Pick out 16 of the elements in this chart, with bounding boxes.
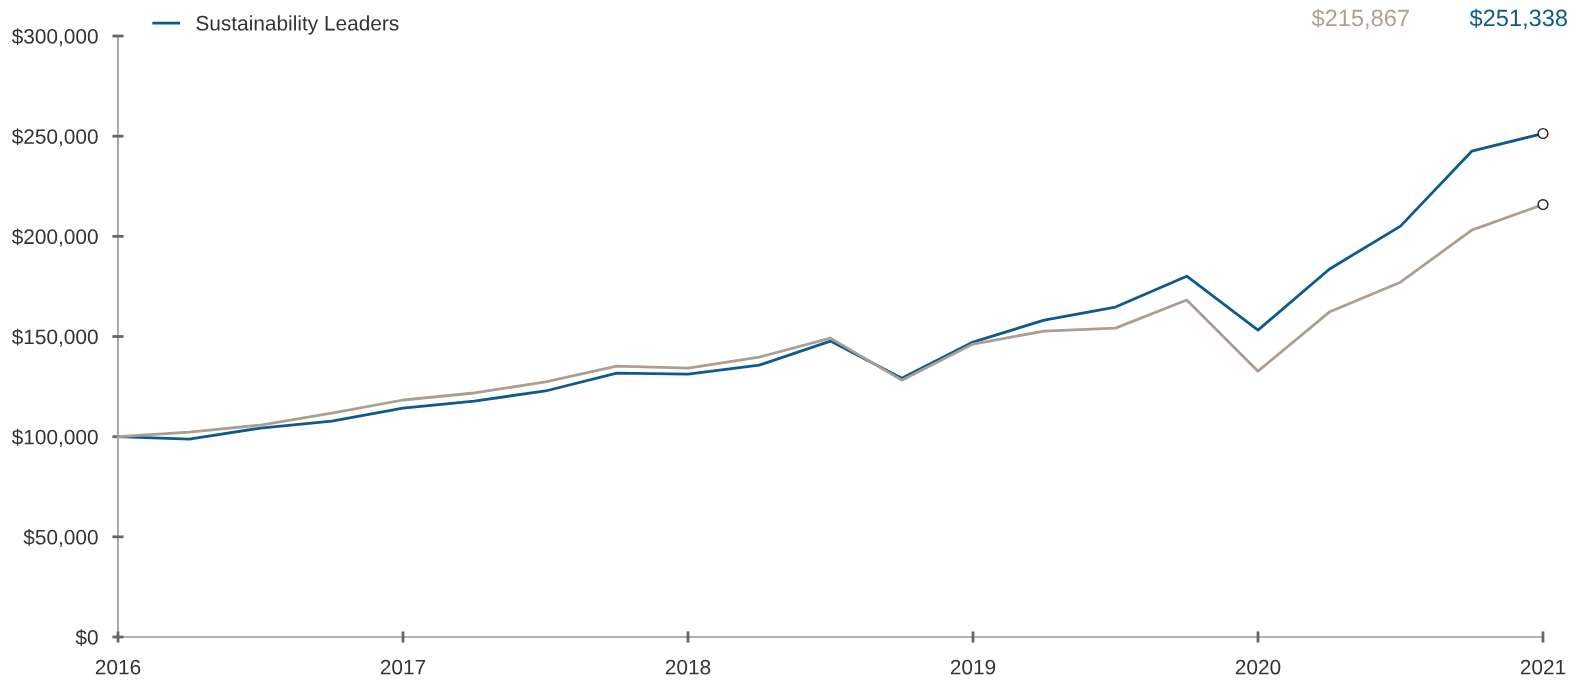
x-tick-label: 2021 bbox=[1520, 659, 1566, 675]
x-tick-label: 2020 bbox=[1235, 659, 1281, 675]
y-tick-label: $150,000 bbox=[11, 328, 98, 347]
x-tick-label: 2018 bbox=[665, 659, 711, 675]
y-tick-label: $50,000 bbox=[23, 528, 98, 548]
y-tick-label: $200,000 bbox=[11, 228, 98, 247]
legend-label: Sustainability Leaders bbox=[196, 15, 399, 35]
x-tick-label: 2017 bbox=[380, 659, 426, 675]
y-tick-label: $250,000 bbox=[11, 128, 98, 147]
y-tick-label: $300,000 bbox=[11, 28, 98, 47]
text: $251,338 bbox=[1469, 8, 1567, 30]
y-tick-label: $0 bbox=[75, 629, 98, 646]
x-tick-label: 2019 bbox=[950, 659, 996, 675]
y-tick-label: $100,000 bbox=[11, 428, 98, 447]
text: $215,867 bbox=[1311, 8, 1409, 30]
x-tick-label: 2016 bbox=[95, 659, 141, 675]
